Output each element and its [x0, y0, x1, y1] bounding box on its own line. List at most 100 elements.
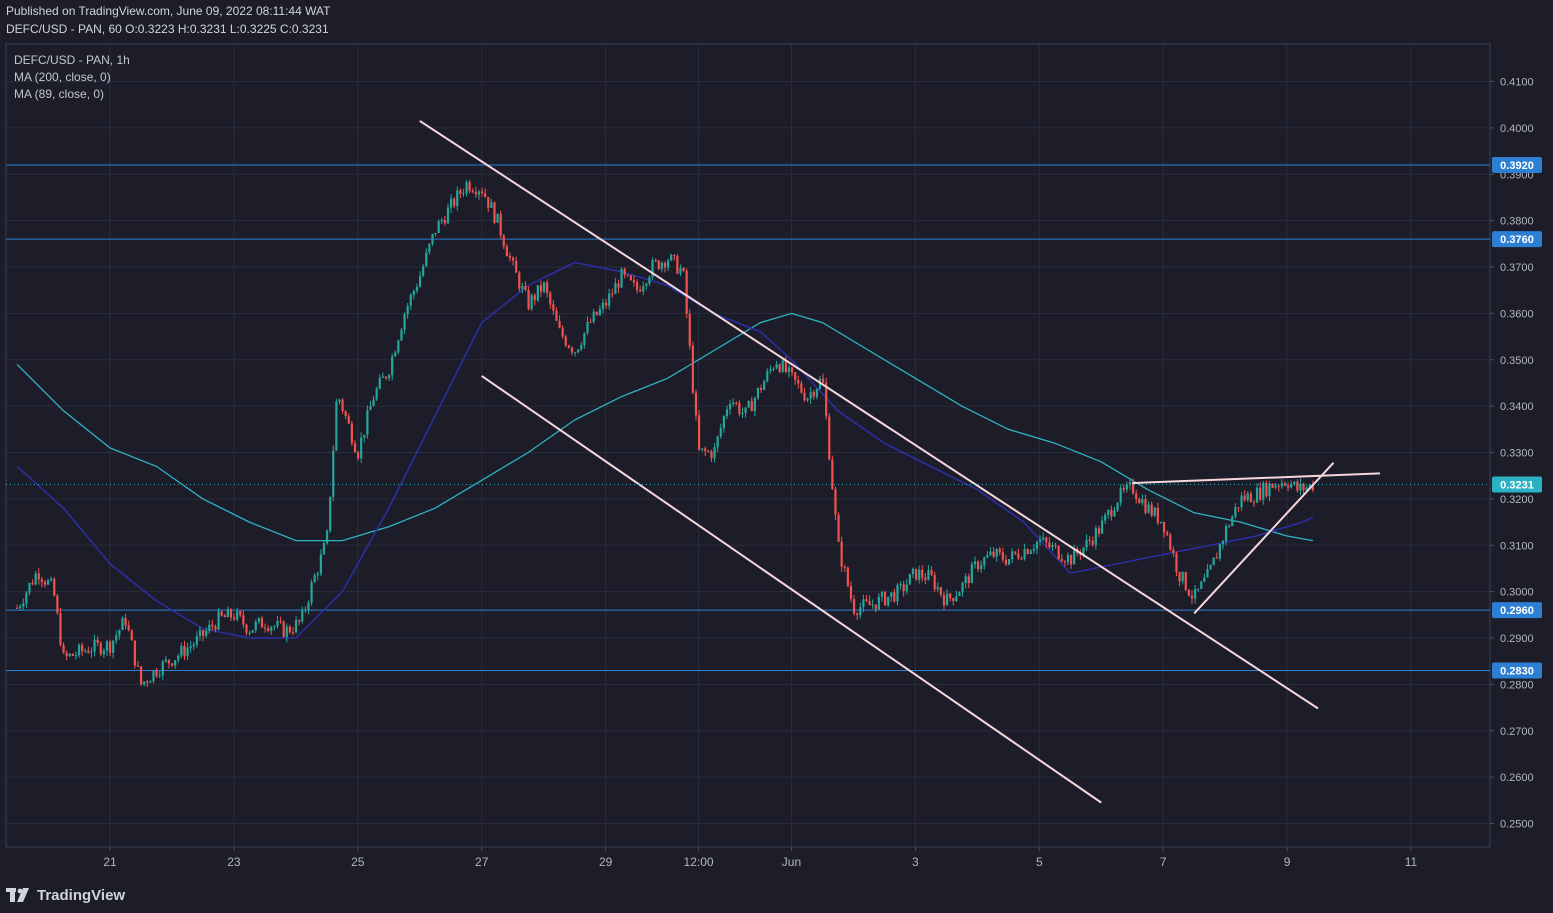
- candle-body: [738, 402, 741, 414]
- y-tick-label: 0.2500: [1500, 819, 1534, 831]
- candle-body: [422, 266, 425, 276]
- candle-body: [713, 447, 716, 459]
- candle-body: [800, 383, 803, 393]
- candle-body: [459, 190, 462, 194]
- candle-body: [239, 611, 242, 616]
- candle-body: [273, 626, 276, 628]
- candle-body: [490, 202, 493, 208]
- tradingview-logo[interactable]: TradingView: [6, 885, 125, 905]
- legend-ma200[interactable]: MA (200, close, 0): [14, 70, 111, 84]
- candle-body: [1020, 558, 1023, 560]
- candle-body: [567, 345, 570, 348]
- candle-body: [893, 592, 896, 602]
- candle-body: [766, 371, 769, 382]
- candle-body: [508, 256, 512, 258]
- candle-body: [313, 575, 316, 583]
- candle-body: [1088, 539, 1091, 541]
- candle-body: [232, 617, 236, 620]
- candle-body: [694, 392, 698, 416]
- candle-body: [499, 213, 502, 236]
- candle-body: [158, 675, 161, 677]
- candle-body: [1144, 499, 1147, 513]
- candle-body: [1125, 484, 1128, 490]
- candle-body: [794, 372, 797, 380]
- candle-body: [927, 570, 930, 580]
- candle-body: [394, 352, 397, 357]
- candle-body: [617, 283, 620, 288]
- candle-body: [257, 617, 260, 622]
- candle-body: [62, 645, 65, 653]
- candle-body: [701, 448, 704, 450]
- candle-body: [608, 293, 611, 306]
- candle-body: [747, 401, 750, 408]
- candle-body: [797, 379, 800, 384]
- candle-body: [294, 620, 298, 633]
- candle-body: [837, 514, 840, 542]
- candle-body: [834, 489, 837, 515]
- candle-body: [611, 293, 614, 295]
- x-tick-label: 12:00: [684, 855, 714, 869]
- y-tick-label: 0.3600: [1500, 308, 1534, 320]
- candle-body: [406, 305, 409, 315]
- candle-body: [930, 570, 933, 575]
- candle-body: [666, 260, 670, 268]
- candle-body: [477, 191, 481, 195]
- level-badge-label: 0.2830: [1500, 665, 1534, 677]
- candle-body: [642, 286, 645, 292]
- price-axis[interactable]: 0.41000.40000.39000.38000.37000.36000.35…: [1490, 77, 1534, 831]
- x-tick-label: Jun: [782, 855, 801, 869]
- time-axis[interactable]: 21 23 25 27 29 12:00 Jun 3 5 7 9 11: [103, 847, 1418, 869]
- candle-body: [890, 592, 893, 597]
- candle-body: [96, 639, 99, 643]
- candle-body: [434, 232, 437, 235]
- candle-body: [924, 577, 927, 580]
- candle-body: [102, 650, 105, 655]
- candle-body: [1296, 481, 1299, 491]
- candle-body: [350, 423, 353, 444]
- candle-body: [322, 543, 326, 555]
- candle-body: [843, 566, 846, 568]
- candle-body: [1091, 540, 1094, 545]
- candle-body: [952, 598, 955, 602]
- candle-body: [208, 624, 211, 631]
- candle-body: [474, 192, 477, 195]
- candle-body: [1162, 521, 1166, 533]
- candle-body: [1277, 485, 1280, 487]
- candle-body: [127, 625, 130, 631]
- candle-body: [533, 295, 536, 301]
- candle-body: [65, 652, 68, 656]
- candle-body: [456, 190, 459, 206]
- candle-body: [341, 399, 344, 412]
- candle-body: [759, 387, 763, 390]
- candle-body: [781, 360, 784, 372]
- candle-body: [310, 582, 313, 603]
- candle-body: [1200, 581, 1203, 589]
- candle-body: [105, 641, 109, 651]
- legend-ma89[interactable]: MA (89, close, 0): [14, 87, 105, 101]
- legend-symbol[interactable]: DEFC/USD - PAN, 1h: [14, 53, 130, 67]
- candle-body: [37, 573, 40, 580]
- candle-body: [1190, 595, 1194, 599]
- candle-body: [542, 282, 546, 292]
- y-tick-label: 0.2800: [1500, 679, 1534, 691]
- ma200-line: [16, 312, 1314, 542]
- x-tick-label: 3: [912, 855, 919, 869]
- candle-body: [211, 624, 214, 627]
- candle-body: [56, 595, 59, 613]
- candle-body: [676, 256, 679, 274]
- wedge-upper-line: [1132, 472, 1381, 485]
- candle-body: [288, 626, 291, 633]
- candle-body: [118, 630, 121, 636]
- candle-body: [942, 594, 946, 606]
- candle-body: [856, 613, 859, 616]
- trendlines[interactable]: [419, 120, 1381, 804]
- candle-body: [818, 378, 822, 390]
- candle-body: [515, 260, 518, 273]
- candle-body: [1116, 502, 1119, 511]
- candle-body: [1184, 572, 1187, 590]
- candle-body: [1255, 487, 1259, 503]
- candle-body: [1265, 482, 1268, 497]
- y-tick-label: 0.2700: [1500, 726, 1534, 738]
- candle-body: [22, 603, 25, 607]
